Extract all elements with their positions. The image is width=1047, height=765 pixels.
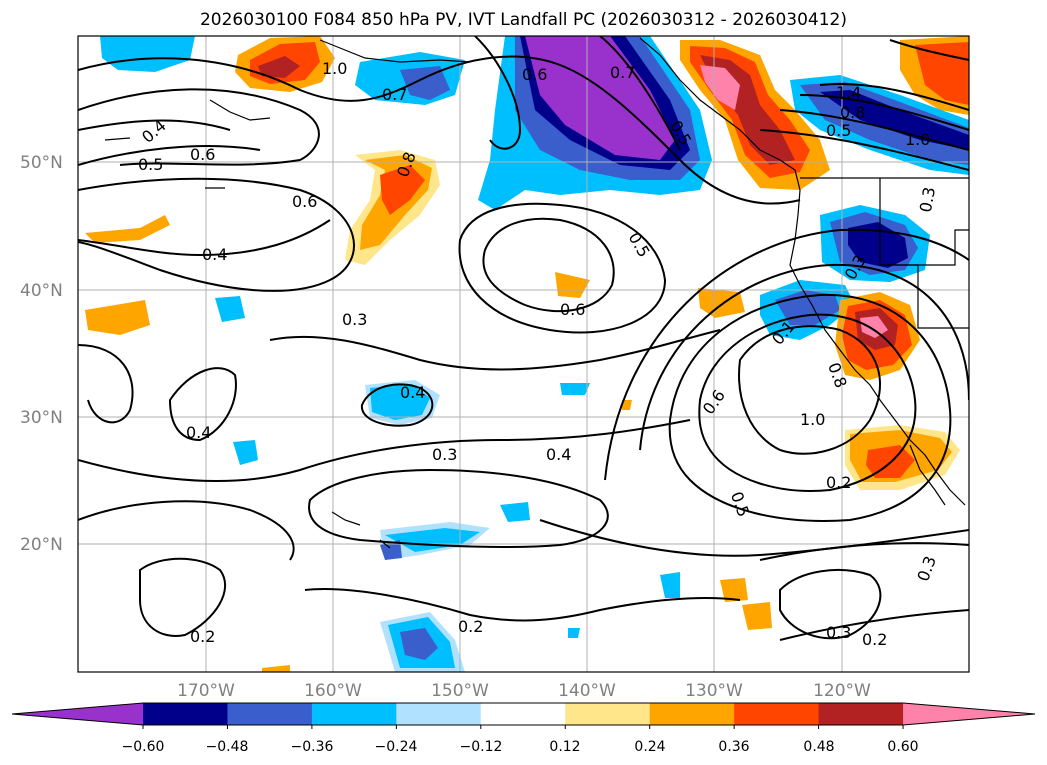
lon-label: 150°W [431, 681, 489, 701]
lon-label: 170°W [177, 681, 235, 701]
figure-title: 2026030100 F084 850 hPa PV, IVT Landfall… [199, 10, 847, 30]
lat-label: 30°N [20, 408, 63, 428]
lon-label: 130°W [685, 681, 743, 701]
contour-label: 0.4 [400, 383, 425, 402]
contour-label: 0.4 [186, 423, 211, 442]
colorbar-tick-label: 0.60 [887, 739, 918, 755]
colorbar-tick-label: −0.48 [206, 739, 249, 755]
colorbar [11, 702, 1036, 729]
contour-label: 0.7 [382, 85, 407, 104]
lon-label: 160°W [304, 681, 362, 701]
colorbar-tick-label: −0.24 [375, 739, 418, 755]
colorbar-extend-left [12, 703, 143, 725]
colorbar-segment [227, 703, 313, 725]
contour-label: 0.3 [916, 185, 939, 213]
contour-label: 0.8 [840, 103, 865, 122]
contour-label: 0.6 [522, 65, 547, 84]
colorbar-tick-label: 0.24 [634, 739, 665, 755]
contour-label: 0.3 [826, 623, 851, 642]
gridlines [78, 36, 969, 672]
contour-label: 0.7 [610, 63, 635, 82]
contour-label: 0.2 [190, 627, 215, 646]
map-frame [77, 35, 970, 673]
colorbar-segment [649, 703, 735, 725]
contour-label: 0.4 [546, 445, 571, 464]
contour-label: 1.4 [836, 83, 861, 102]
contour-label: 0.6 [292, 192, 317, 211]
colorbar-extend-right [903, 703, 1035, 725]
colorbar-tick-label: 0.36 [718, 739, 749, 755]
lat-label: 40°N [20, 281, 63, 301]
contour-label: 0.2 [458, 617, 483, 636]
shaded-regions [85, 36, 969, 672]
contour-label: 1.0 [800, 410, 825, 429]
colorbar-tick-label: −0.12 [460, 739, 503, 755]
colorbar-segment [480, 703, 566, 725]
colorbar-segment [734, 703, 820, 725]
colorbar-tick-label: 0.12 [549, 739, 580, 755]
contour-label: 1.0 [905, 130, 930, 149]
latitude-labels: 50°N 40°N 30°N 20°N [20, 153, 63, 555]
colorbar-tick-label: 0.48 [803, 739, 834, 755]
contour-label: 0.5 [138, 155, 163, 174]
contour-label: 0.6 [190, 145, 215, 164]
contour-label: 0.3 [432, 445, 457, 464]
contour-label: 0.5 [826, 121, 851, 140]
contour-label: 0.6 [560, 300, 585, 319]
contour-label: 0.4 [202, 245, 227, 264]
coastline [104, 37, 969, 549]
colorbar-segment [565, 703, 651, 725]
colorbar-segment [818, 703, 904, 725]
contour-label: 0.2 [826, 473, 851, 492]
contour-label: 1.0 [322, 59, 347, 78]
contour-labels: 1.0 0.7 0.4 0.5 0.6 0.6 0.4 0.3 0.4 0.3 … [138, 59, 940, 649]
longitude-labels: 170°W 160°W 150°W 140°W 130°W 120°W [177, 681, 871, 701]
colorbar-ticks: −0.60 −0.48 −0.36 −0.24 −0.12 0.12 0.24 … [122, 739, 919, 755]
lat-label: 20°N [20, 535, 63, 555]
colorbar-tick-label: −0.60 [122, 739, 165, 755]
lon-label: 120°W [813, 681, 871, 701]
colorbar-tick-label: −0.36 [291, 739, 334, 755]
pv-contours [78, 36, 969, 641]
colorbar-segment [396, 703, 482, 725]
colorbar-segment [311, 703, 397, 725]
contour-label: 0.2 [862, 630, 887, 649]
colorbar-segment [143, 703, 228, 725]
lon-label: 140°W [558, 681, 616, 701]
contour-label: 0.3 [342, 310, 367, 329]
lat-label: 50°N [20, 153, 63, 173]
